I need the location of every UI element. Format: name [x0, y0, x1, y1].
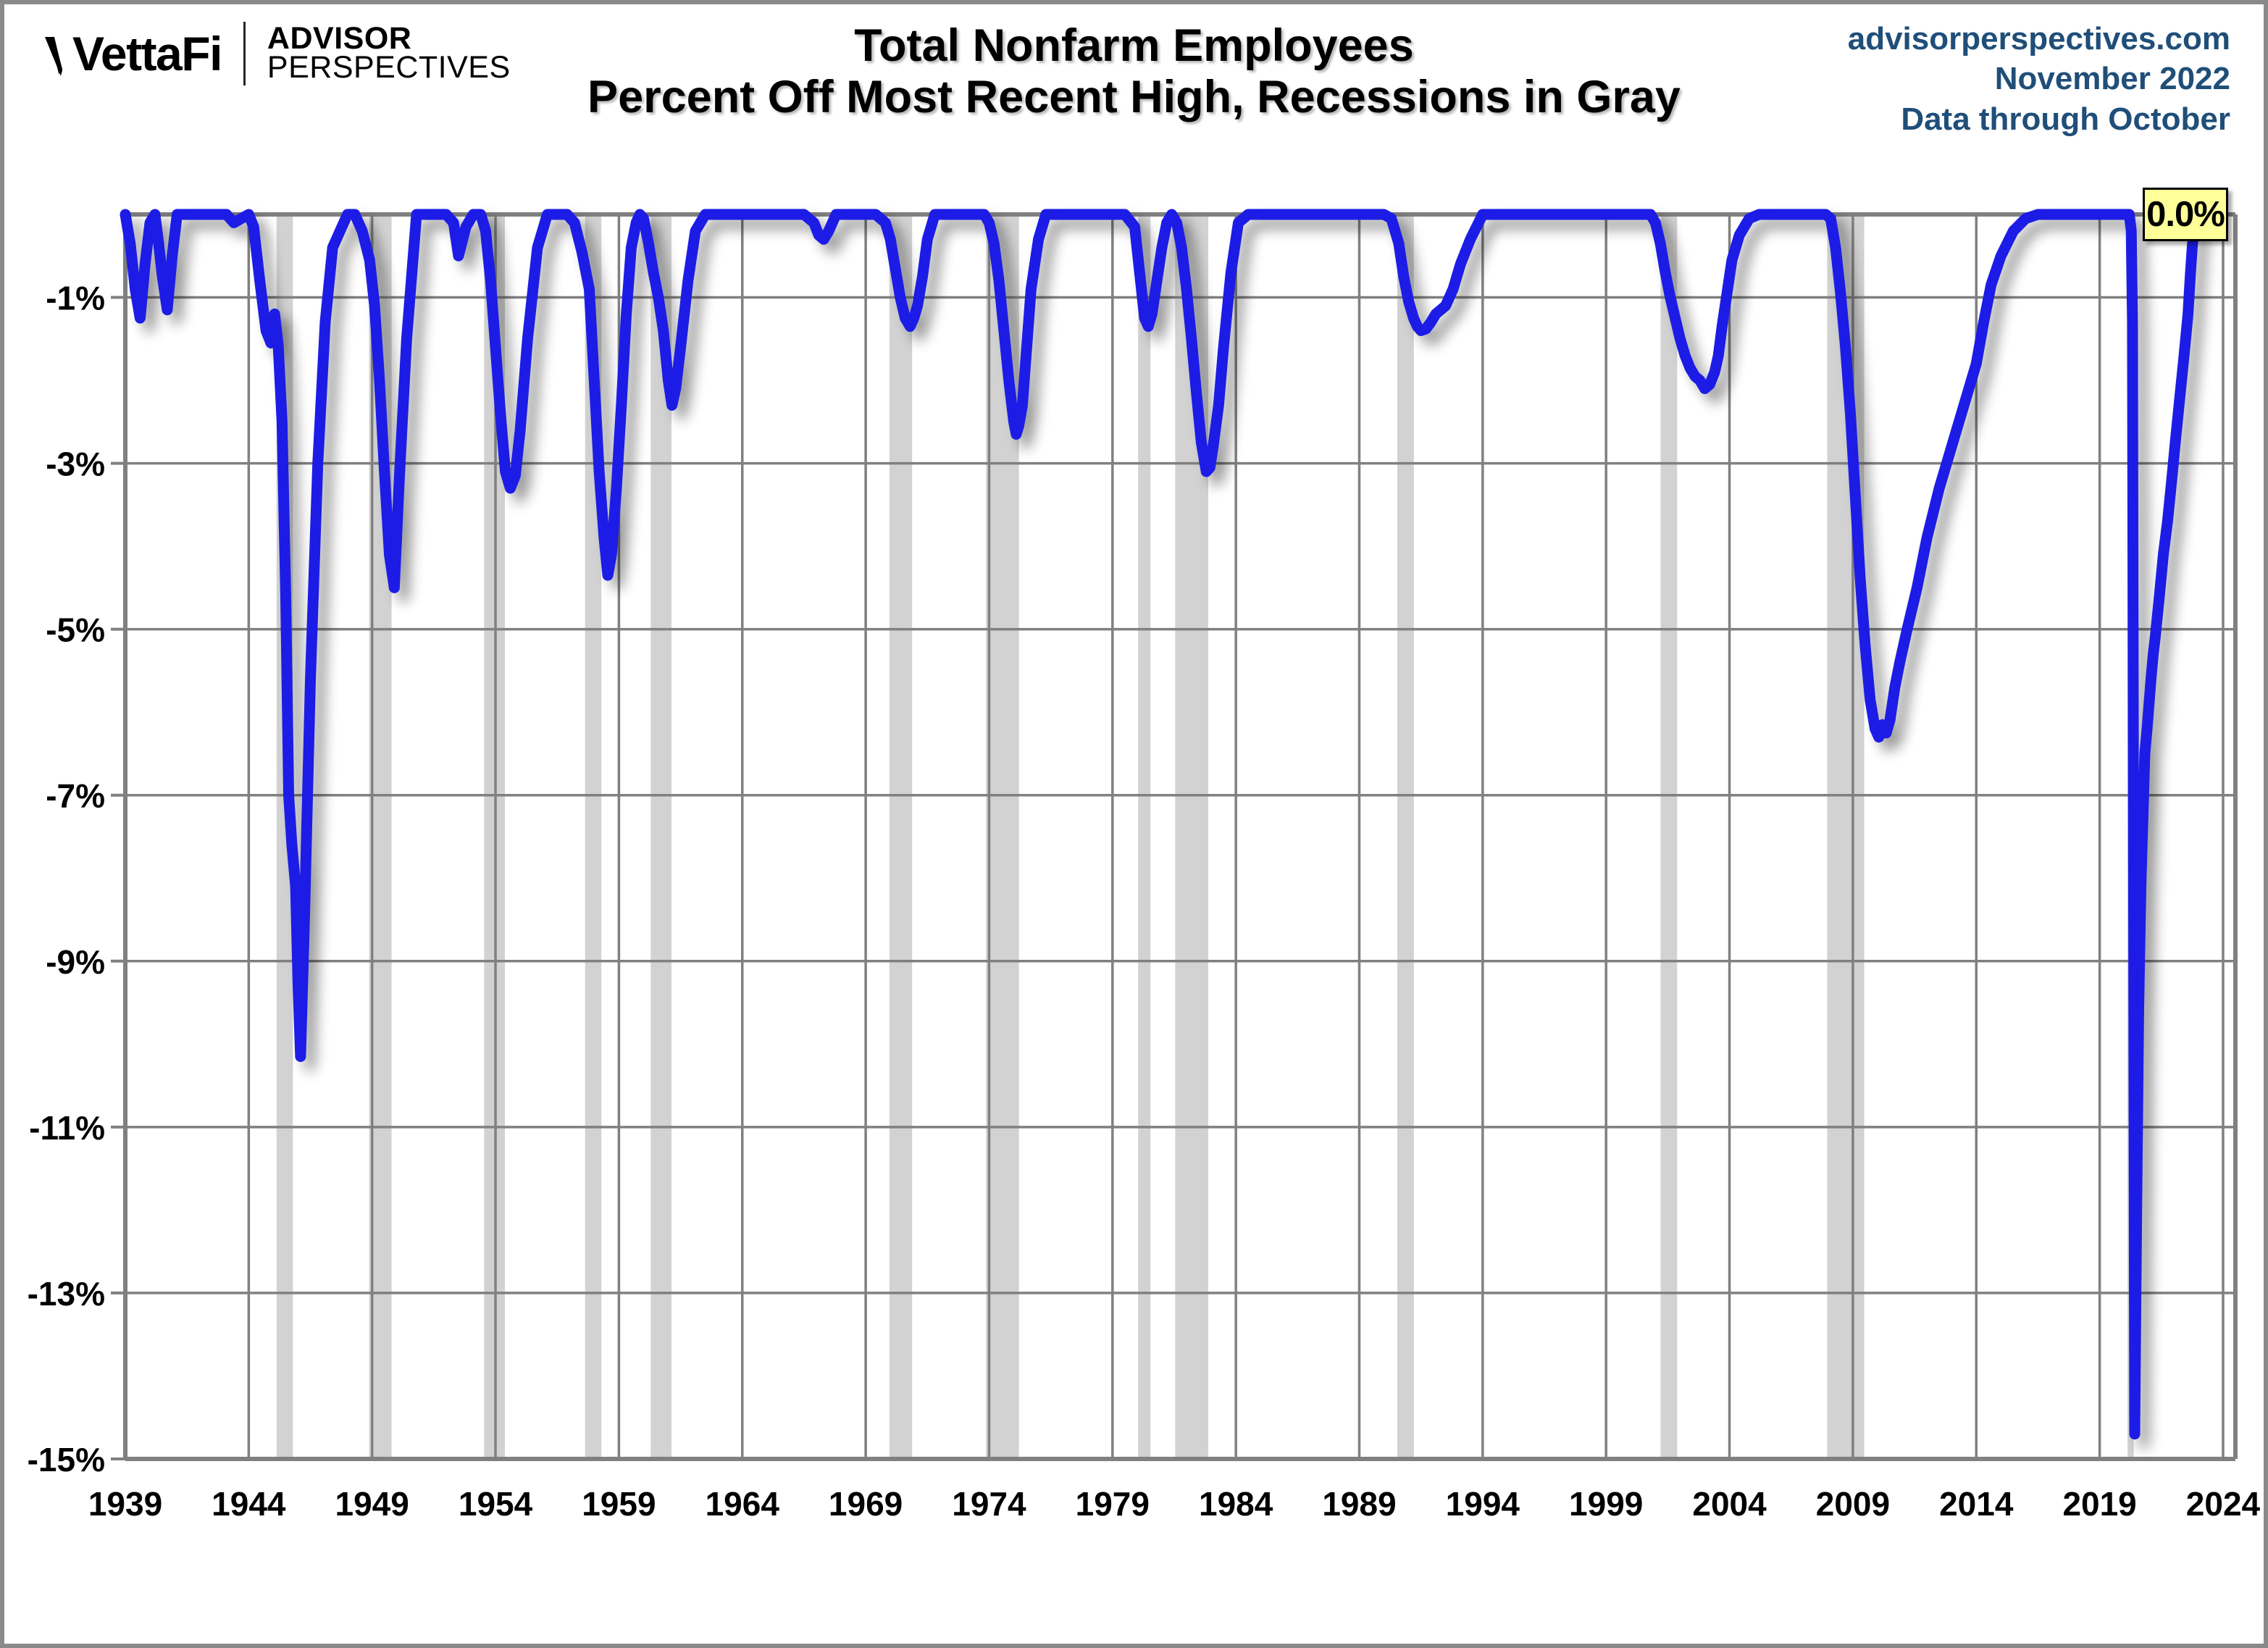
last-value-callout: 0.0%	[2143, 188, 2228, 241]
x-axis-tick-label: 1959	[582, 1485, 656, 1523]
recession-bands	[276, 214, 2134, 1459]
series-line	[120, 209, 2200, 1440]
x-axis-tick-label: 1949	[335, 1485, 409, 1523]
y-axis-tick-label: -1%	[46, 280, 105, 317]
y-axis-tick-label: -3%	[46, 446, 105, 483]
recession-band	[1138, 214, 1151, 1459]
last-value-label: 0.0%	[2146, 195, 2225, 234]
advisor-word: ADVISOR	[267, 21, 412, 57]
recession-band	[889, 214, 913, 1459]
vettafi-logo: VettaFi	[43, 30, 222, 78]
x-axis-tick-label: 1979	[1076, 1485, 1150, 1523]
recession-band	[1660, 214, 1678, 1459]
x-axis-tick-label: 1989	[1322, 1485, 1396, 1523]
advisor-perspectives-logo: ADVISOR PERSPECTIVES	[267, 21, 511, 85]
x-axis-tick-label: 2014	[1939, 1485, 2014, 1523]
x-axis-tick-label: 2024	[2186, 1485, 2261, 1523]
x-axis-tick-label: 1984	[1199, 1485, 1273, 1523]
line-chart: -1% -3% -5% -7% -9% -11% -13% -15% 1939 1944 1949…	[28, 209, 2261, 1523]
vettafi-wordmark: VettaFi	[72, 27, 222, 80]
perspectives-word: PERSPECTIVES	[267, 50, 511, 85]
x-axis-tick-label: 1944	[212, 1485, 286, 1523]
x-axis-labels: 1939 1944 1949 1954 1959 1964 1969 1974 1979 1984…	[88, 1485, 2261, 1523]
chart-meta: advisorperspectives.com November 2022 Da…	[1848, 19, 2230, 139]
y-axis-tick-label: -13%	[28, 1275, 105, 1313]
publish-date: November 2022	[1994, 61, 2230, 97]
site-url: advisorperspectives.com	[1847, 21, 2230, 57]
y-axis-tick-label: -5%	[46, 611, 105, 649]
recession-band	[1175, 214, 1208, 1459]
x-axis-tick-label: 1964	[706, 1485, 780, 1523]
x-axis-tick-label: 2004	[1692, 1485, 1767, 1523]
y-axis-tick-label: -9%	[46, 943, 105, 981]
chart-canvas: -1% -3% -5% -7% -9% -11% -13% -15% 1939 1944 1949…	[4, 4, 2264, 1644]
vettafi-chevron-icon	[43, 35, 77, 78]
data-series	[120, 209, 2200, 1440]
x-axis-tick-label: 1974	[952, 1485, 1026, 1523]
recession-band	[650, 214, 671, 1459]
x-axis-tick-label: 1939	[88, 1485, 162, 1523]
recession-band	[1397, 214, 1414, 1459]
data-through: Data through October	[1901, 101, 2230, 137]
x-axis-tick-label: 1969	[829, 1485, 903, 1523]
x-axis-tick-label: 2019	[2062, 1485, 2136, 1523]
x-axis-tick-label: 2009	[1816, 1485, 1890, 1523]
x-axis-tick-label: 1994	[1446, 1485, 1520, 1523]
y-axis-tick-label: -7%	[46, 777, 105, 815]
y-axis-labels: -1% -3% -5% -7% -9% -11% -13% -15%	[28, 280, 125, 1478]
x-axis-tick-label: 1954	[459, 1485, 533, 1523]
brand-divider	[243, 22, 246, 85]
y-axis-tick-label: -15%	[28, 1441, 105, 1478]
y-axis-tick-label: -11%	[29, 1109, 105, 1147]
x-axis-tick-label: 1999	[1569, 1485, 1643, 1523]
recession-band	[585, 214, 602, 1459]
brand-logo-group: VettaFi ADVISOR PERSPECTIVES	[43, 22, 511, 85]
